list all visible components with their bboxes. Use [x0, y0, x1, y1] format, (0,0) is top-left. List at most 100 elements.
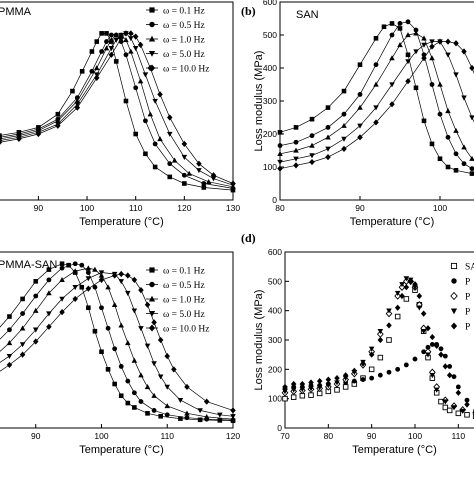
legend-entry: ω = 5.0 Hz	[163, 50, 205, 60]
data-point	[108, 46, 115, 52]
data-point	[32, 338, 39, 345]
data-point	[403, 276, 410, 282]
data-point	[123, 98, 129, 104]
data-point	[128, 30, 134, 37]
data-point	[210, 172, 217, 179]
y-tick-label: 100	[268, 394, 282, 404]
data-point	[86, 305, 91, 311]
data-point	[94, 74, 100, 82]
data-point	[125, 290, 131, 296]
data-point	[164, 412, 170, 418]
data-point	[167, 161, 173, 167]
data-point	[181, 154, 188, 160]
data-point	[118, 270, 124, 278]
data-point	[429, 341, 435, 347]
data-point	[293, 139, 299, 145]
legend-marker	[148, 295, 156, 302]
data-point	[464, 401, 470, 408]
y-tick-label: 200	[268, 364, 282, 374]
legend-marker	[148, 51, 156, 57]
data-point	[282, 383, 288, 391]
data-point	[6, 353, 13, 360]
data-point	[357, 91, 363, 97]
data-point	[290, 394, 297, 400]
data-point	[59, 276, 65, 283]
data-point	[373, 105, 379, 111]
panel-c: 90 100 110 120 Temperature (°C) PMMA-SAN ω = 0…	[0, 251, 240, 456]
data-point	[99, 49, 105, 54]
data-point	[128, 48, 134, 54]
data-point	[197, 408, 203, 414]
data-point	[445, 108, 451, 114]
data-point	[368, 351, 375, 358]
data-point	[399, 292, 405, 300]
legend-marker	[450, 308, 458, 315]
data-point	[293, 162, 299, 169]
data-point	[342, 372, 349, 379]
data-point	[469, 115, 474, 121]
data-point	[123, 37, 129, 43]
data-point	[171, 366, 177, 373]
x-axis-label: Temperature (°C)	[79, 444, 163, 456]
data-point	[429, 55, 435, 61]
data-point	[164, 384, 171, 390]
data-point	[196, 168, 202, 174]
legend-entry: SA	[465, 262, 474, 272]
data-point	[451, 374, 457, 380]
data-point	[357, 134, 363, 141]
x-tick-label: 110	[160, 431, 174, 441]
legend-marker	[450, 262, 458, 270]
data-point	[445, 134, 451, 140]
panel-a: 90 100 110 120 130 Temperature (°C) PMMA ω = 0.…	[0, 1, 240, 228]
data-point	[186, 170, 192, 176]
data-point	[446, 372, 453, 379]
series-line	[0, 34, 234, 188]
data-point	[442, 404, 449, 411]
legend-marker	[450, 322, 458, 330]
data-point	[105, 325, 111, 331]
data-point	[403, 362, 409, 368]
data-point	[133, 85, 139, 91]
data-point	[178, 416, 183, 421]
data-point	[99, 349, 104, 355]
data-point	[368, 366, 375, 373]
legend: ω = 0.1 Hz ω = 0.5 Hz ω = 1.0 Hz ω = 5.0 Hz…	[146, 266, 209, 334]
data-point	[405, 78, 411, 85]
series-2	[277, 19, 474, 172]
data-point	[446, 407, 453, 414]
legend-entry: P	[465, 277, 470, 287]
data-point	[16, 135, 22, 143]
data-point	[421, 54, 427, 62]
data-point	[125, 272, 131, 279]
x-tick-label: 90	[34, 203, 44, 213]
data-point	[33, 293, 39, 299]
data-point	[171, 157, 178, 163]
data-point	[469, 171, 474, 176]
data-point	[351, 378, 357, 384]
data-point	[451, 405, 457, 411]
x-tick-label: 70	[280, 431, 290, 441]
data-point	[412, 356, 418, 362]
data-point	[438, 351, 444, 358]
data-point	[157, 374, 164, 380]
data-point	[7, 327, 12, 333]
legend-entry: P	[465, 307, 470, 317]
data-point	[421, 349, 427, 355]
data-point	[389, 101, 395, 108]
data-point	[429, 39, 435, 45]
data-point	[92, 328, 98, 334]
data-point	[425, 325, 431, 332]
data-point	[394, 290, 401, 296]
data-point	[92, 284, 98, 290]
x-tick-label: 100	[408, 431, 422, 441]
data-point	[455, 410, 462, 417]
data-point	[158, 413, 163, 419]
data-point	[72, 295, 78, 303]
data-point	[72, 261, 78, 267]
legend-marker	[450, 291, 458, 301]
data-point	[397, 21, 403, 26]
data-point	[105, 367, 111, 372]
y-axis-label: Loss modulus (MPa)	[253, 51, 265, 152]
data-point	[131, 390, 137, 396]
data-point	[137, 41, 144, 49]
